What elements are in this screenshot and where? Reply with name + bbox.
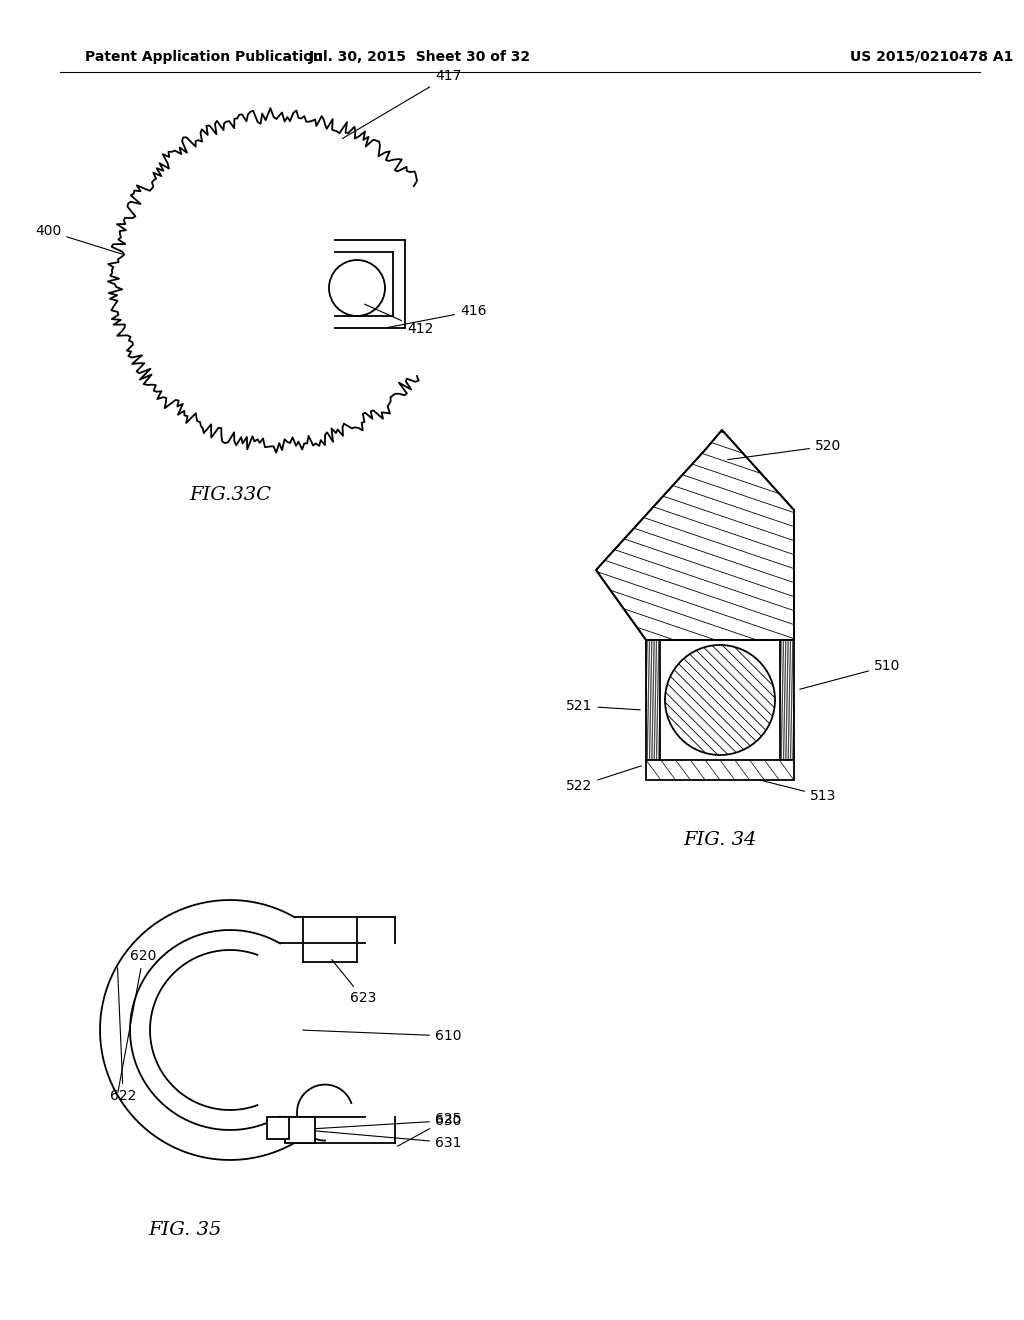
Text: 416: 416 bbox=[388, 304, 486, 327]
Text: 522: 522 bbox=[566, 766, 641, 793]
Text: 520: 520 bbox=[728, 440, 842, 459]
Text: FIG.33C: FIG.33C bbox=[189, 486, 271, 504]
Text: 521: 521 bbox=[566, 700, 640, 713]
Text: 622: 622 bbox=[110, 968, 136, 1104]
Text: 631: 631 bbox=[281, 1127, 462, 1150]
Text: 620: 620 bbox=[118, 949, 157, 1092]
Text: 400: 400 bbox=[35, 224, 122, 255]
Text: 513: 513 bbox=[742, 776, 837, 803]
Polygon shape bbox=[780, 640, 794, 760]
Text: Jul. 30, 2015  Sheet 30 of 32: Jul. 30, 2015 Sheet 30 of 32 bbox=[309, 50, 531, 63]
Polygon shape bbox=[646, 760, 794, 780]
Text: 610: 610 bbox=[303, 1030, 462, 1043]
Text: 630: 630 bbox=[303, 1114, 462, 1130]
Circle shape bbox=[665, 645, 775, 755]
Text: 623: 623 bbox=[332, 960, 377, 1006]
Text: 625: 625 bbox=[397, 1111, 462, 1146]
Polygon shape bbox=[596, 430, 794, 640]
Polygon shape bbox=[646, 640, 660, 760]
Text: FIG. 34: FIG. 34 bbox=[683, 832, 757, 849]
Text: US 2015/0210478 A1: US 2015/0210478 A1 bbox=[850, 50, 1014, 63]
Polygon shape bbox=[267, 1117, 289, 1139]
Text: Patent Application Publication: Patent Application Publication bbox=[85, 50, 323, 63]
Text: 417: 417 bbox=[342, 69, 462, 139]
Text: 510: 510 bbox=[800, 659, 900, 689]
Text: 412: 412 bbox=[365, 304, 433, 337]
Polygon shape bbox=[285, 1117, 315, 1143]
Text: FIG. 35: FIG. 35 bbox=[148, 1221, 221, 1239]
